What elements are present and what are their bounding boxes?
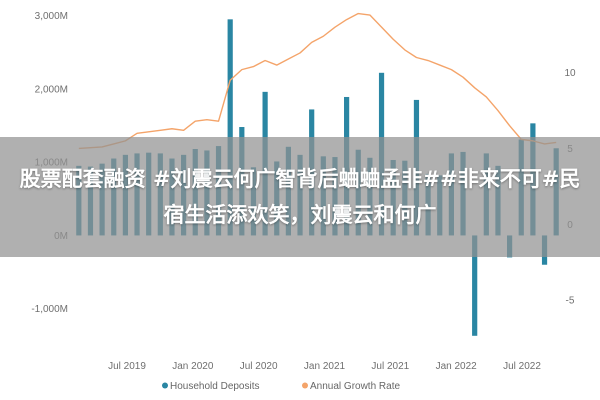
caption-text: 股票配套融资 #刘震云何广智背后蛐蛐孟非##非来不可#民宿生活添欢笑，刘震云和何…	[19, 167, 581, 227]
x-axis-tick-label: Jul 2019	[108, 361, 146, 372]
left-axis-tick-label: -1,000M	[31, 304, 68, 315]
left-axis-tick-label: 2,000M	[35, 84, 68, 95]
legend-label-deposits: Household Deposits	[170, 381, 260, 392]
legend-marker-deposits	[162, 382, 168, 389]
growth-rate-line	[78, 12, 557, 150]
left-axis-tick-label: 3,000M	[35, 11, 68, 22]
deposit-bar	[472, 235, 478, 336]
deposit-bar	[227, 19, 233, 236]
x-axis-tick-label: Jul 2022	[503, 361, 541, 372]
caption-overlay: 股票配套融资 #刘震云何广智背后蛐蛐孟非##非来不可#民宿生活添欢笑，刘震云和何…	[0, 137, 600, 257]
x-axis-tick-label: Jan 2020	[172, 361, 214, 372]
legend-label-growth-rate: Annual Growth Rate	[310, 381, 400, 392]
x-axis-tick-label: Jul 2020	[240, 361, 278, 372]
x-axis-tick-label: Jul 2021	[371, 361, 409, 372]
right-axis-tick-label: 10	[564, 68, 576, 79]
right-axis-tick-label: -5	[566, 296, 575, 307]
x-axis-tick-label: Jan 2021	[304, 361, 346, 372]
legend-marker-growth-rate	[302, 382, 308, 389]
x-axis-tick-label: Jan 2022	[436, 361, 478, 372]
